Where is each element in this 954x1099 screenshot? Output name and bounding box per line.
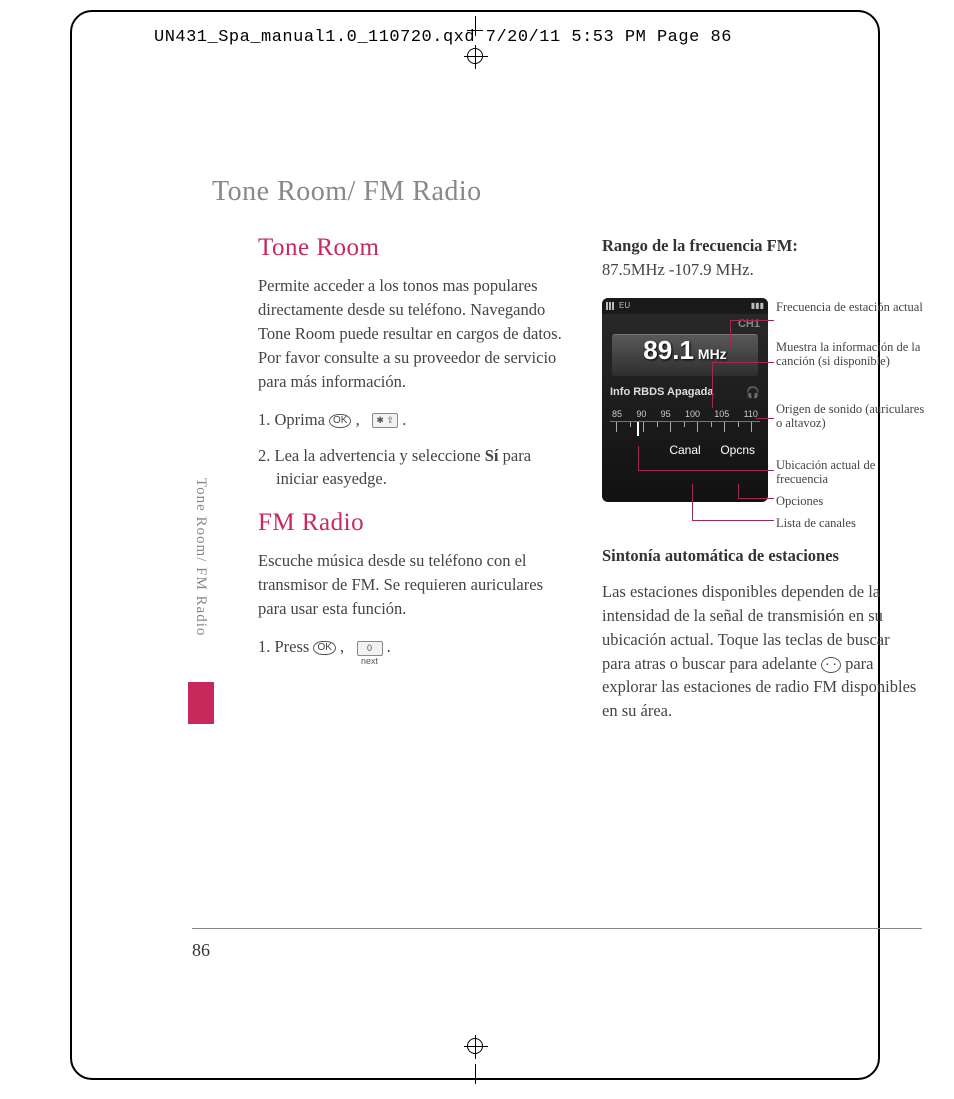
step-1-pre: 1. Oprima [258, 410, 329, 429]
lead-6 [692, 520, 774, 521]
lead-2v [712, 362, 713, 408]
ok-key-icon-2: OK [313, 641, 335, 655]
phone-diagram: EU ▮▮▮ CH1 89.1 MHz Info RBDS Apagada 🎧 [602, 298, 918, 530]
content: Tone Room Permite acceder a los tonos ma… [258, 234, 918, 737]
scale-95: 95 [661, 409, 671, 419]
lead-1 [730, 320, 774, 321]
channel-label: CH1 [602, 314, 768, 330]
frequency-unit: MHz [698, 346, 727, 362]
side-tab-bar [188, 682, 214, 724]
lead-4v [638, 446, 639, 470]
softkey-opcns: Opcns [711, 443, 764, 457]
comma1: , [351, 410, 368, 429]
signal-icon [606, 302, 616, 310]
rbds-text: Info RBDS Apagada [610, 386, 714, 398]
step-3-pre: 1. Press [258, 637, 313, 656]
lead-6v [692, 484, 693, 520]
scale-numbers: 85 90 95 100 105 110 [610, 409, 760, 419]
left-column: Tone Room Permite acceder a los tonos ma… [258, 234, 568, 737]
step-1: 1. Oprima OK , ✱ ⇧ . [258, 408, 568, 432]
headphones-icon: 🎧 [746, 386, 760, 399]
auto-scan-body: Las estaciones disponibles dependen de l… [602, 580, 918, 724]
scale-indicator [637, 422, 639, 436]
heading-tone-room: Tone Room [258, 234, 568, 262]
range-label: Rango de la frecuencia FM: [602, 236, 798, 255]
star-key-icon: ✱ ⇧ [372, 413, 398, 428]
phone-screen: EU ▮▮▮ CH1 89.1 MHz Info RBDS Apagada 🎧 [602, 298, 768, 502]
step-3-post: . [387, 637, 391, 656]
frequency-box: 89.1 MHz [612, 334, 758, 376]
print-header: UN431_Spa_manual1.0_110720.qxd 7/20/11 5… [154, 28, 732, 47]
status-bar: EU ▮▮▮ [602, 298, 768, 314]
lead-2 [712, 362, 774, 363]
lead-3 [756, 418, 774, 419]
callout-1: Frecuencia de estación actual [776, 300, 923, 314]
step-1-post: . [402, 410, 406, 429]
step-2: 2. Lea la advertencia y seleccione Sí pa… [258, 444, 568, 492]
comma2: , [336, 637, 353, 656]
callout-4: Ubicación actual de frecuencia [776, 458, 926, 487]
scale-90: 90 [636, 409, 646, 419]
zero-key-icon: 0 next [357, 641, 383, 656]
range-line: Rango de la frecuencia FM: 87.5MHz -107.… [602, 234, 918, 282]
callout-2: Muestra la información de la canción (si… [776, 340, 926, 369]
lead-5v [738, 484, 739, 498]
heading-fm-radio: FM Radio [258, 509, 568, 537]
scale-100: 100 [685, 409, 700, 419]
right-column: Rango de la frecuencia FM: 87.5MHz -107.… [602, 234, 918, 737]
page-title: Tone Room/ FM Radio [212, 176, 482, 208]
frequency-number: 89.1 [643, 335, 694, 366]
page-number: 86 [192, 940, 210, 961]
auto-scan-title: Sintonía automática de estaciones [602, 544, 918, 568]
softkeys: Canal Opcns [602, 437, 768, 463]
callout-5: Opciones [776, 494, 823, 508]
crop-mark-bottom [455, 1038, 495, 1078]
softkey-left [606, 443, 659, 457]
page-rule [192, 928, 922, 929]
lead-4 [638, 470, 774, 471]
ok-key-icon: OK [329, 414, 351, 428]
nav-key-icon [821, 657, 841, 673]
callout-6: Lista de canales [776, 516, 856, 530]
rbds-row: Info RBDS Apagada 🎧 [602, 380, 768, 405]
page-frame: UN431_Spa_manual1.0_110720.qxd 7/20/11 5… [70, 10, 880, 1080]
scale-85: 85 [612, 409, 622, 419]
tone-room-desc: Permite acceder a los tonos mas populare… [258, 274, 568, 394]
step-3: 1. Press OK , 0 next . [258, 635, 568, 659]
status-eu: EU [619, 301, 630, 310]
side-tab-label: Tone Room/ FM Radio [192, 478, 209, 698]
lead-1v [730, 320, 731, 348]
step-2-bold: Sí [485, 446, 499, 465]
fm-radio-desc: Escuche música desde su teléfono con el … [258, 549, 568, 621]
step-2-pre: 2. Lea la advertencia y seleccione [258, 446, 485, 465]
scale-ticks [610, 421, 760, 435]
crop-mark-top [455, 22, 495, 62]
lead-5 [738, 498, 774, 499]
status-batt: ▮▮▮ [751, 301, 764, 310]
range-value: 87.5MHz -107.9 MHz. [602, 260, 754, 279]
scale-105: 105 [714, 409, 729, 419]
callout-3: Origen de sonido (auriculares o altavoz) [776, 402, 926, 431]
frequency-scale: 85 90 95 100 105 110 [602, 405, 768, 437]
softkey-canal: Canal [659, 443, 712, 457]
